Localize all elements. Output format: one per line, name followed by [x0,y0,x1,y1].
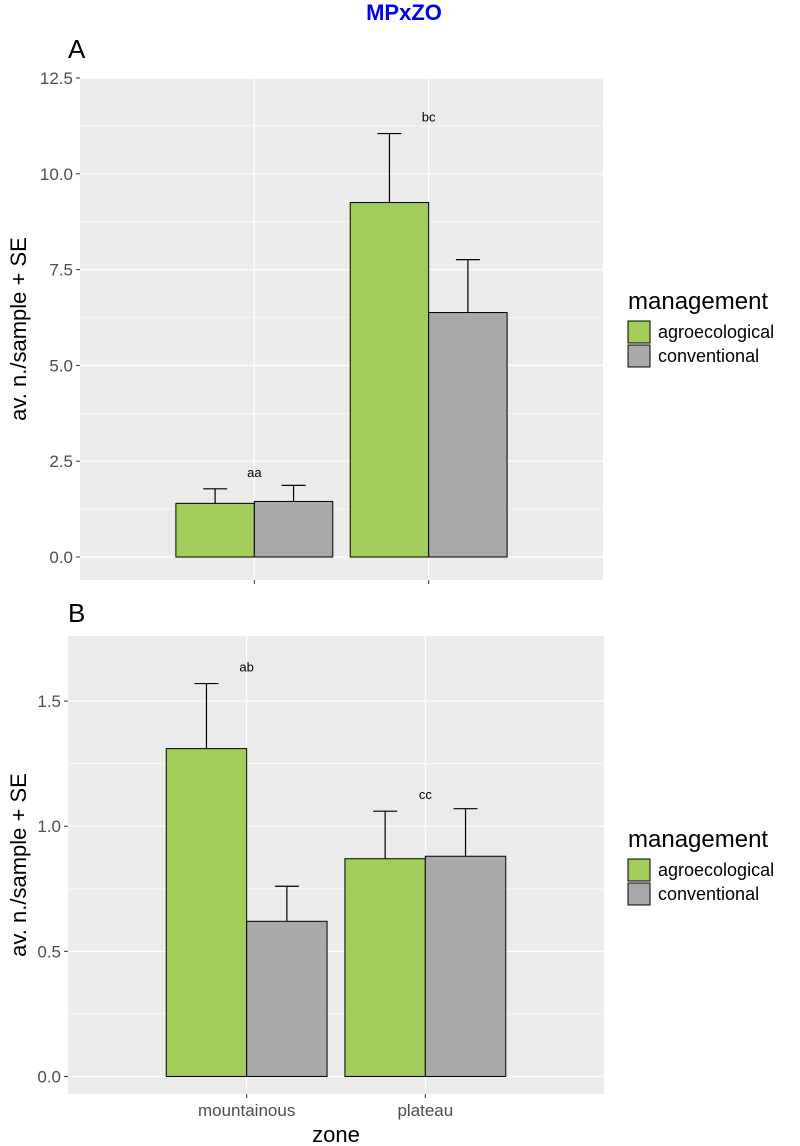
panel-b-bar-agroecological-plateau [344,858,426,1077]
panel-a-tag: A [68,34,86,64]
panel-a-bar-agroecological-mountainous [175,502,255,558]
panel-b-legend-label-agroecological: agroecological [658,860,774,880]
panel-b-y-axis-title: av. n./sample + SE [6,773,31,957]
panel-a-bar-conventional-mountainous [253,500,334,558]
panel-b-bar-conventional-mountainous [246,920,328,1077]
panel-b-ytick-label: 1.0 [37,817,61,836]
panel-a-y-axis-title: av. n./sample + SE [6,237,31,421]
panel-b-ytick-label: 0.0 [37,1067,61,1086]
panel-a-bar-conventional-plateau [428,312,508,558]
panel-a-legend-key-conventional [627,344,651,368]
panel-b-xtick-label: plateau [397,1101,453,1120]
panel-a-legend-title: management [628,288,768,315]
panel-b-annotation-mountainous: ab [239,660,253,675]
panel-a-annotation-plateau: bc [422,110,436,125]
panel-a-ytick-label: 10.0 [40,165,73,184]
panel-b-ytick-label: 1.5 [37,692,61,711]
panel-b-bar-agroecological-mountainous [165,748,248,1077]
panel-a-legend-label-agroecological: agroecological [658,322,774,342]
panel-b-tag: B [68,598,85,628]
x-axis-title: zone [312,1122,360,1146]
panel-a-ytick-label: 7.5 [49,261,73,280]
panel-b-xtick-label: mountainous [198,1101,295,1120]
panel-a-ytick-label: 0.0 [49,548,73,567]
chart-title: MPxZO [366,0,442,25]
panel-b-legend-key-agroecological [627,858,651,882]
panel-a-legend-label-conventional: conventional [658,346,759,366]
panel-b-legend-label-conventional: conventional [658,884,759,904]
panel-a-bar-agroecological-plateau [349,202,430,558]
panel-b-background [68,636,604,1094]
panel-a-ytick-label: 12.5 [40,69,73,88]
panel-a-legend-key-agroecological [627,320,651,344]
panel-b-bar-conventional-plateau [424,855,507,1077]
panel-a-ytick-label: 5.0 [49,356,73,375]
panel-a-ytick-label: 2.5 [49,452,73,471]
panel-a-annotation-mountainous: aa [247,465,262,480]
panel-a-background [80,78,603,580]
panel-b-legend-title: management [628,826,768,853]
panel-b-annotation-plateau: cc [419,787,433,802]
panel-b-legend-key-conventional [627,882,651,906]
panel-b-ytick-label: 0.5 [37,942,61,961]
